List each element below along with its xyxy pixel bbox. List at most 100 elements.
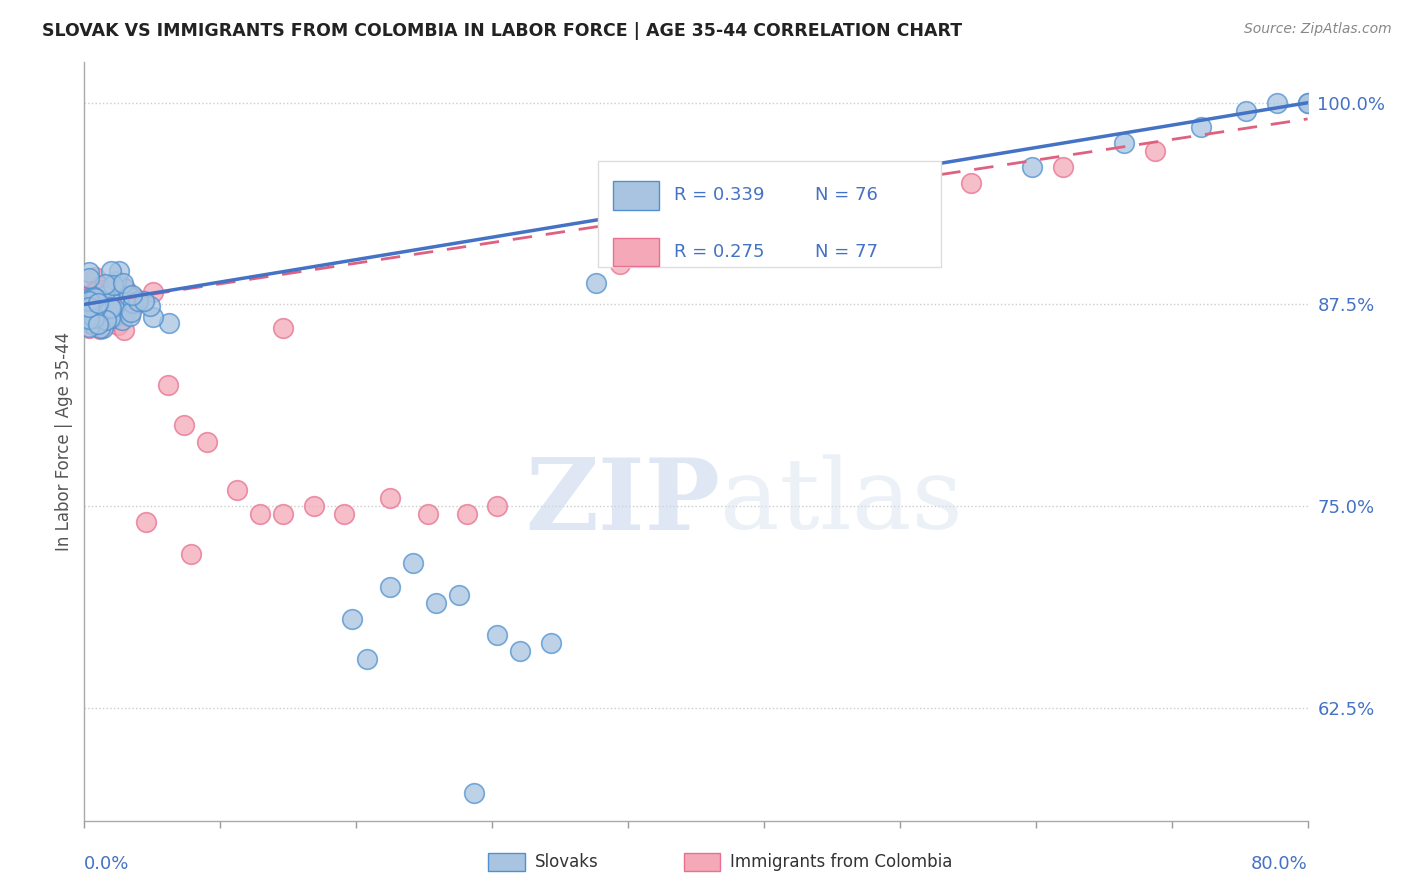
Point	[96, 304, 118, 318]
Text: N = 77: N = 77	[814, 243, 877, 261]
Point	[127, 293, 149, 308]
Point	[103, 301, 125, 315]
Point	[77, 321, 100, 335]
Point	[87, 317, 110, 331]
Point	[77, 316, 100, 330]
Point	[302, 499, 325, 513]
Point	[101, 311, 124, 326]
Point	[83, 318, 105, 332]
Point	[463, 786, 485, 800]
Point	[77, 300, 100, 314]
Point	[84, 301, 107, 316]
Point	[111, 278, 134, 293]
Point	[447, 588, 470, 602]
Point	[77, 295, 100, 310]
Point	[105, 274, 128, 288]
Point	[540, 636, 562, 650]
Text: N = 76: N = 76	[814, 186, 877, 204]
Point	[340, 612, 363, 626]
Point	[1189, 120, 1212, 134]
Point	[157, 316, 180, 330]
Point	[77, 300, 100, 314]
Point	[380, 491, 402, 505]
Point	[83, 311, 105, 326]
Point	[132, 293, 155, 308]
Point	[124, 291, 146, 305]
Point	[100, 301, 122, 316]
Point	[195, 434, 218, 449]
Point	[84, 291, 107, 305]
Point	[226, 483, 249, 497]
Point	[1021, 161, 1043, 175]
Point	[105, 292, 128, 306]
Point	[180, 548, 202, 562]
Point	[90, 293, 112, 307]
Point	[89, 321, 111, 335]
Point	[960, 177, 983, 191]
Point	[108, 309, 131, 323]
Point	[86, 285, 108, 300]
Point	[1296, 95, 1319, 110]
Text: R = 0.275: R = 0.275	[673, 243, 765, 261]
Bar	[613, 181, 659, 210]
Point	[112, 276, 135, 290]
Point	[112, 295, 135, 310]
Point	[98, 288, 121, 302]
Point	[82, 286, 104, 301]
Point	[121, 288, 143, 302]
Point	[77, 265, 100, 279]
Point	[77, 280, 100, 294]
Point	[84, 300, 107, 314]
Point	[271, 320, 294, 334]
Point	[139, 299, 162, 313]
FancyBboxPatch shape	[598, 161, 941, 268]
Point	[79, 316, 101, 330]
Point	[118, 289, 141, 303]
Point	[108, 293, 131, 307]
Bar	[613, 237, 659, 267]
Text: R = 0.339: R = 0.339	[673, 186, 765, 204]
Point	[173, 418, 195, 433]
Point	[1052, 161, 1074, 175]
Point	[108, 307, 131, 321]
Point	[80, 310, 103, 324]
Point	[80, 316, 103, 330]
Point	[77, 300, 100, 314]
Point	[77, 320, 100, 334]
Point	[486, 628, 509, 642]
Point	[86, 296, 108, 310]
Point	[838, 209, 860, 223]
Point	[83, 311, 105, 326]
Point	[86, 292, 108, 306]
Point	[107, 318, 129, 333]
Point	[107, 302, 129, 317]
Bar	[488, 854, 524, 871]
Point	[120, 305, 142, 319]
Point	[93, 293, 115, 307]
Point	[609, 257, 631, 271]
Point	[117, 304, 139, 318]
Point	[100, 310, 122, 325]
Point	[79, 303, 101, 318]
Point	[112, 281, 135, 295]
Point	[84, 270, 107, 285]
Point	[84, 302, 107, 317]
Point	[761, 225, 783, 239]
Point	[80, 291, 103, 305]
Point	[509, 644, 531, 658]
Point	[80, 306, 103, 320]
Point	[114, 306, 136, 320]
Point	[91, 295, 114, 310]
Point	[114, 323, 136, 337]
Text: Slovaks: Slovaks	[534, 854, 599, 871]
Point	[747, 241, 769, 255]
Point	[77, 294, 100, 309]
Point	[94, 301, 117, 316]
Point	[142, 285, 165, 299]
Point	[456, 507, 478, 521]
Point	[418, 507, 440, 521]
Point	[1143, 144, 1166, 158]
Point	[98, 300, 121, 314]
Point	[1114, 136, 1136, 150]
Point	[93, 277, 115, 291]
